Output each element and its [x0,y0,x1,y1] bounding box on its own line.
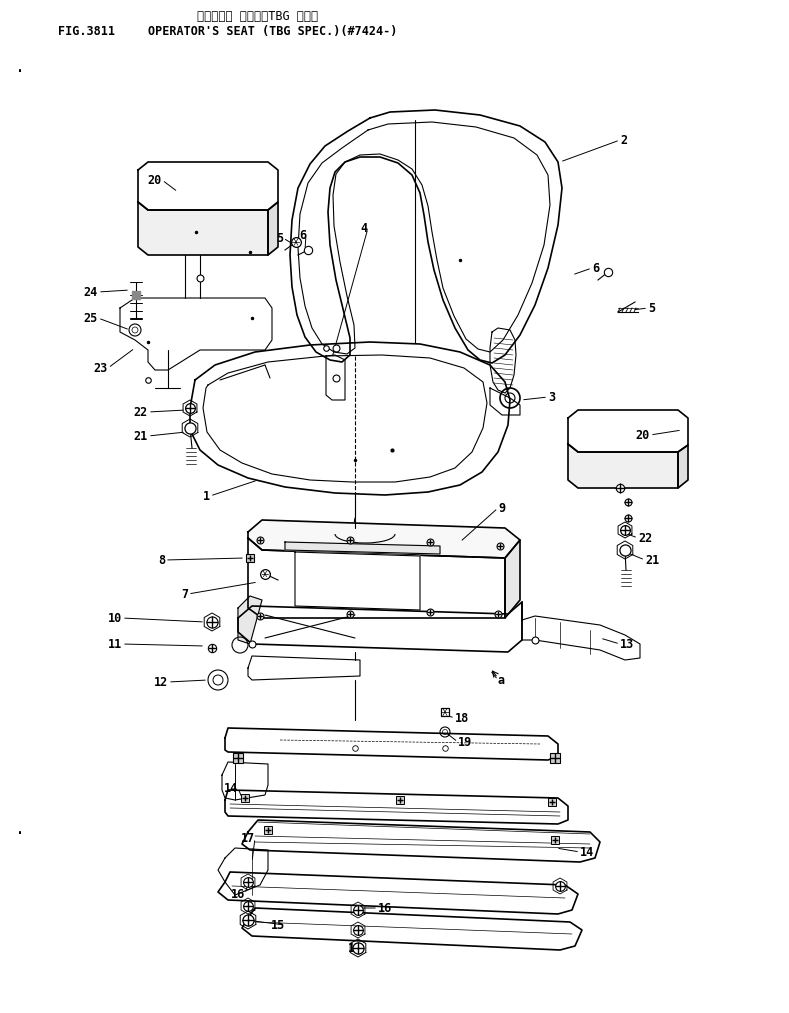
Text: 5: 5 [648,302,655,314]
Polygon shape [678,445,688,488]
Text: 15: 15 [348,941,362,954]
Text: 10: 10 [108,612,122,624]
Text: 16: 16 [230,887,245,901]
Polygon shape [225,728,558,760]
Polygon shape [568,410,688,452]
Text: 22: 22 [134,405,148,418]
Text: オペレータ シート（TBG 仕様）: オペレータ シート（TBG 仕様） [197,10,318,23]
Polygon shape [326,355,345,400]
Polygon shape [190,342,510,495]
Text: 18: 18 [455,711,469,724]
Text: 19: 19 [458,735,473,749]
Polygon shape [218,848,268,895]
Text: 13: 13 [620,637,634,650]
Polygon shape [138,202,268,255]
Polygon shape [490,388,520,415]
Text: 22: 22 [638,532,653,545]
Text: .: . [15,820,25,838]
Text: OPERATOR'S SEAT (TBG SPEC.)(#7424-): OPERATOR'S SEAT (TBG SPEC.)(#7424-) [148,25,398,38]
Text: 25: 25 [84,312,98,324]
Text: .: . [15,58,25,76]
Polygon shape [295,552,420,610]
Text: 23: 23 [94,362,108,375]
Text: 21: 21 [645,553,660,566]
Polygon shape [290,110,562,363]
Text: 1: 1 [203,489,210,502]
Polygon shape [225,790,568,824]
Polygon shape [505,540,520,618]
Polygon shape [490,328,516,393]
Text: 11: 11 [108,637,122,650]
Text: 2: 2 [620,134,627,147]
Polygon shape [238,602,522,652]
Polygon shape [238,596,262,644]
Polygon shape [522,616,640,660]
Text: 9: 9 [498,501,505,515]
Text: 15: 15 [271,919,285,932]
Polygon shape [248,520,520,558]
Text: a: a [498,674,505,687]
Polygon shape [222,762,268,800]
Polygon shape [120,298,272,370]
Text: 7: 7 [181,588,188,601]
Text: 4: 4 [361,222,368,234]
Text: FIG.3811: FIG.3811 [58,25,115,38]
Text: 6: 6 [592,261,599,275]
Polygon shape [218,872,578,914]
Circle shape [208,670,228,690]
Text: 17: 17 [241,832,255,845]
Text: 12: 12 [154,676,168,689]
Polygon shape [248,656,360,680]
Text: 5: 5 [276,232,283,244]
Polygon shape [242,908,582,950]
Polygon shape [242,820,600,862]
Text: 14: 14 [580,846,594,858]
Text: 20: 20 [148,173,162,186]
Text: 14: 14 [224,781,238,794]
Text: 21: 21 [134,430,148,443]
Polygon shape [268,202,278,255]
Text: 24: 24 [84,286,98,299]
Text: 6: 6 [299,229,306,241]
Text: 3: 3 [548,390,555,403]
Polygon shape [285,542,440,554]
Text: 16: 16 [378,902,392,915]
Text: 8: 8 [158,553,165,566]
Polygon shape [248,538,505,618]
Polygon shape [138,162,278,210]
Text: 20: 20 [636,428,650,442]
Polygon shape [568,444,678,488]
